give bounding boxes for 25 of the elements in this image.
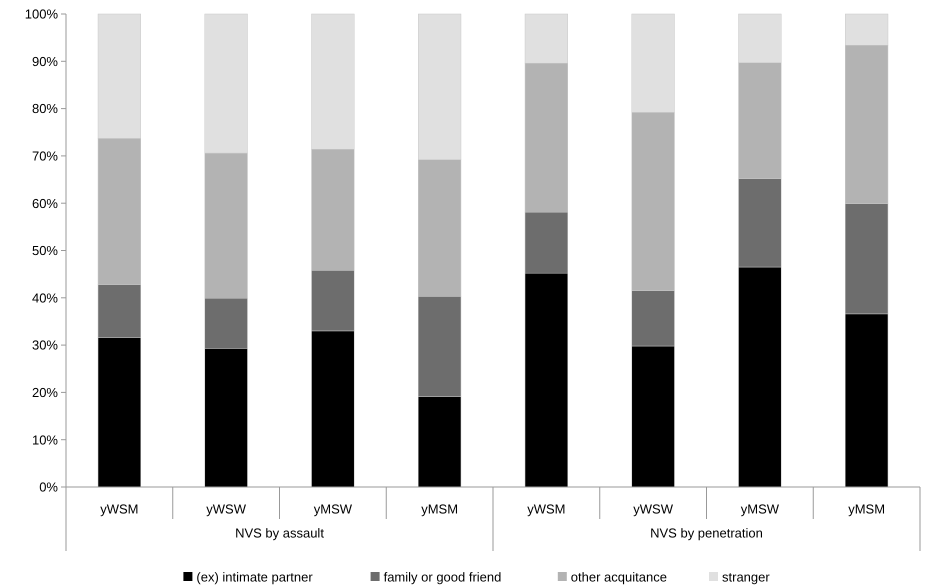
y-tick-label: 70% [32,148,58,164]
text: NVS by penetration [650,526,763,541]
legend-label: (ex) intimate partner [196,570,314,585]
legend-label: other acquitance [570,570,667,585]
legend-label: family or good friend [384,570,502,585]
y-tick-label: 40% [32,290,58,306]
x-tick-label: yMSM [421,502,458,517]
x-tick-label: yWSW [206,502,247,517]
text: NVS by assault [235,526,324,541]
y-tick-label: 50% [32,243,58,258]
x-tick-label: yMSM [848,502,886,517]
x-tick-label: yMSW [740,502,780,517]
x-tick-label: yMSW [314,502,353,517]
y-tick-label: 90% [32,54,58,69]
x-tick-label: yWSM [527,502,566,517]
y-tick-label: 20% [32,384,58,400]
y-tick-label: 0% [39,480,58,495]
y-tick-label: 100% [24,6,58,22]
x-tick-label: yWSW [633,502,674,517]
x-tick-label: yWSM [100,502,139,517]
y-tick-label: 60% [32,196,58,211]
legend-label: stranger [722,570,770,585]
y-tick-label: 80% [32,101,58,116]
y-tick-label: 10% [32,432,58,448]
y-tick-label: 30% [32,338,58,353]
